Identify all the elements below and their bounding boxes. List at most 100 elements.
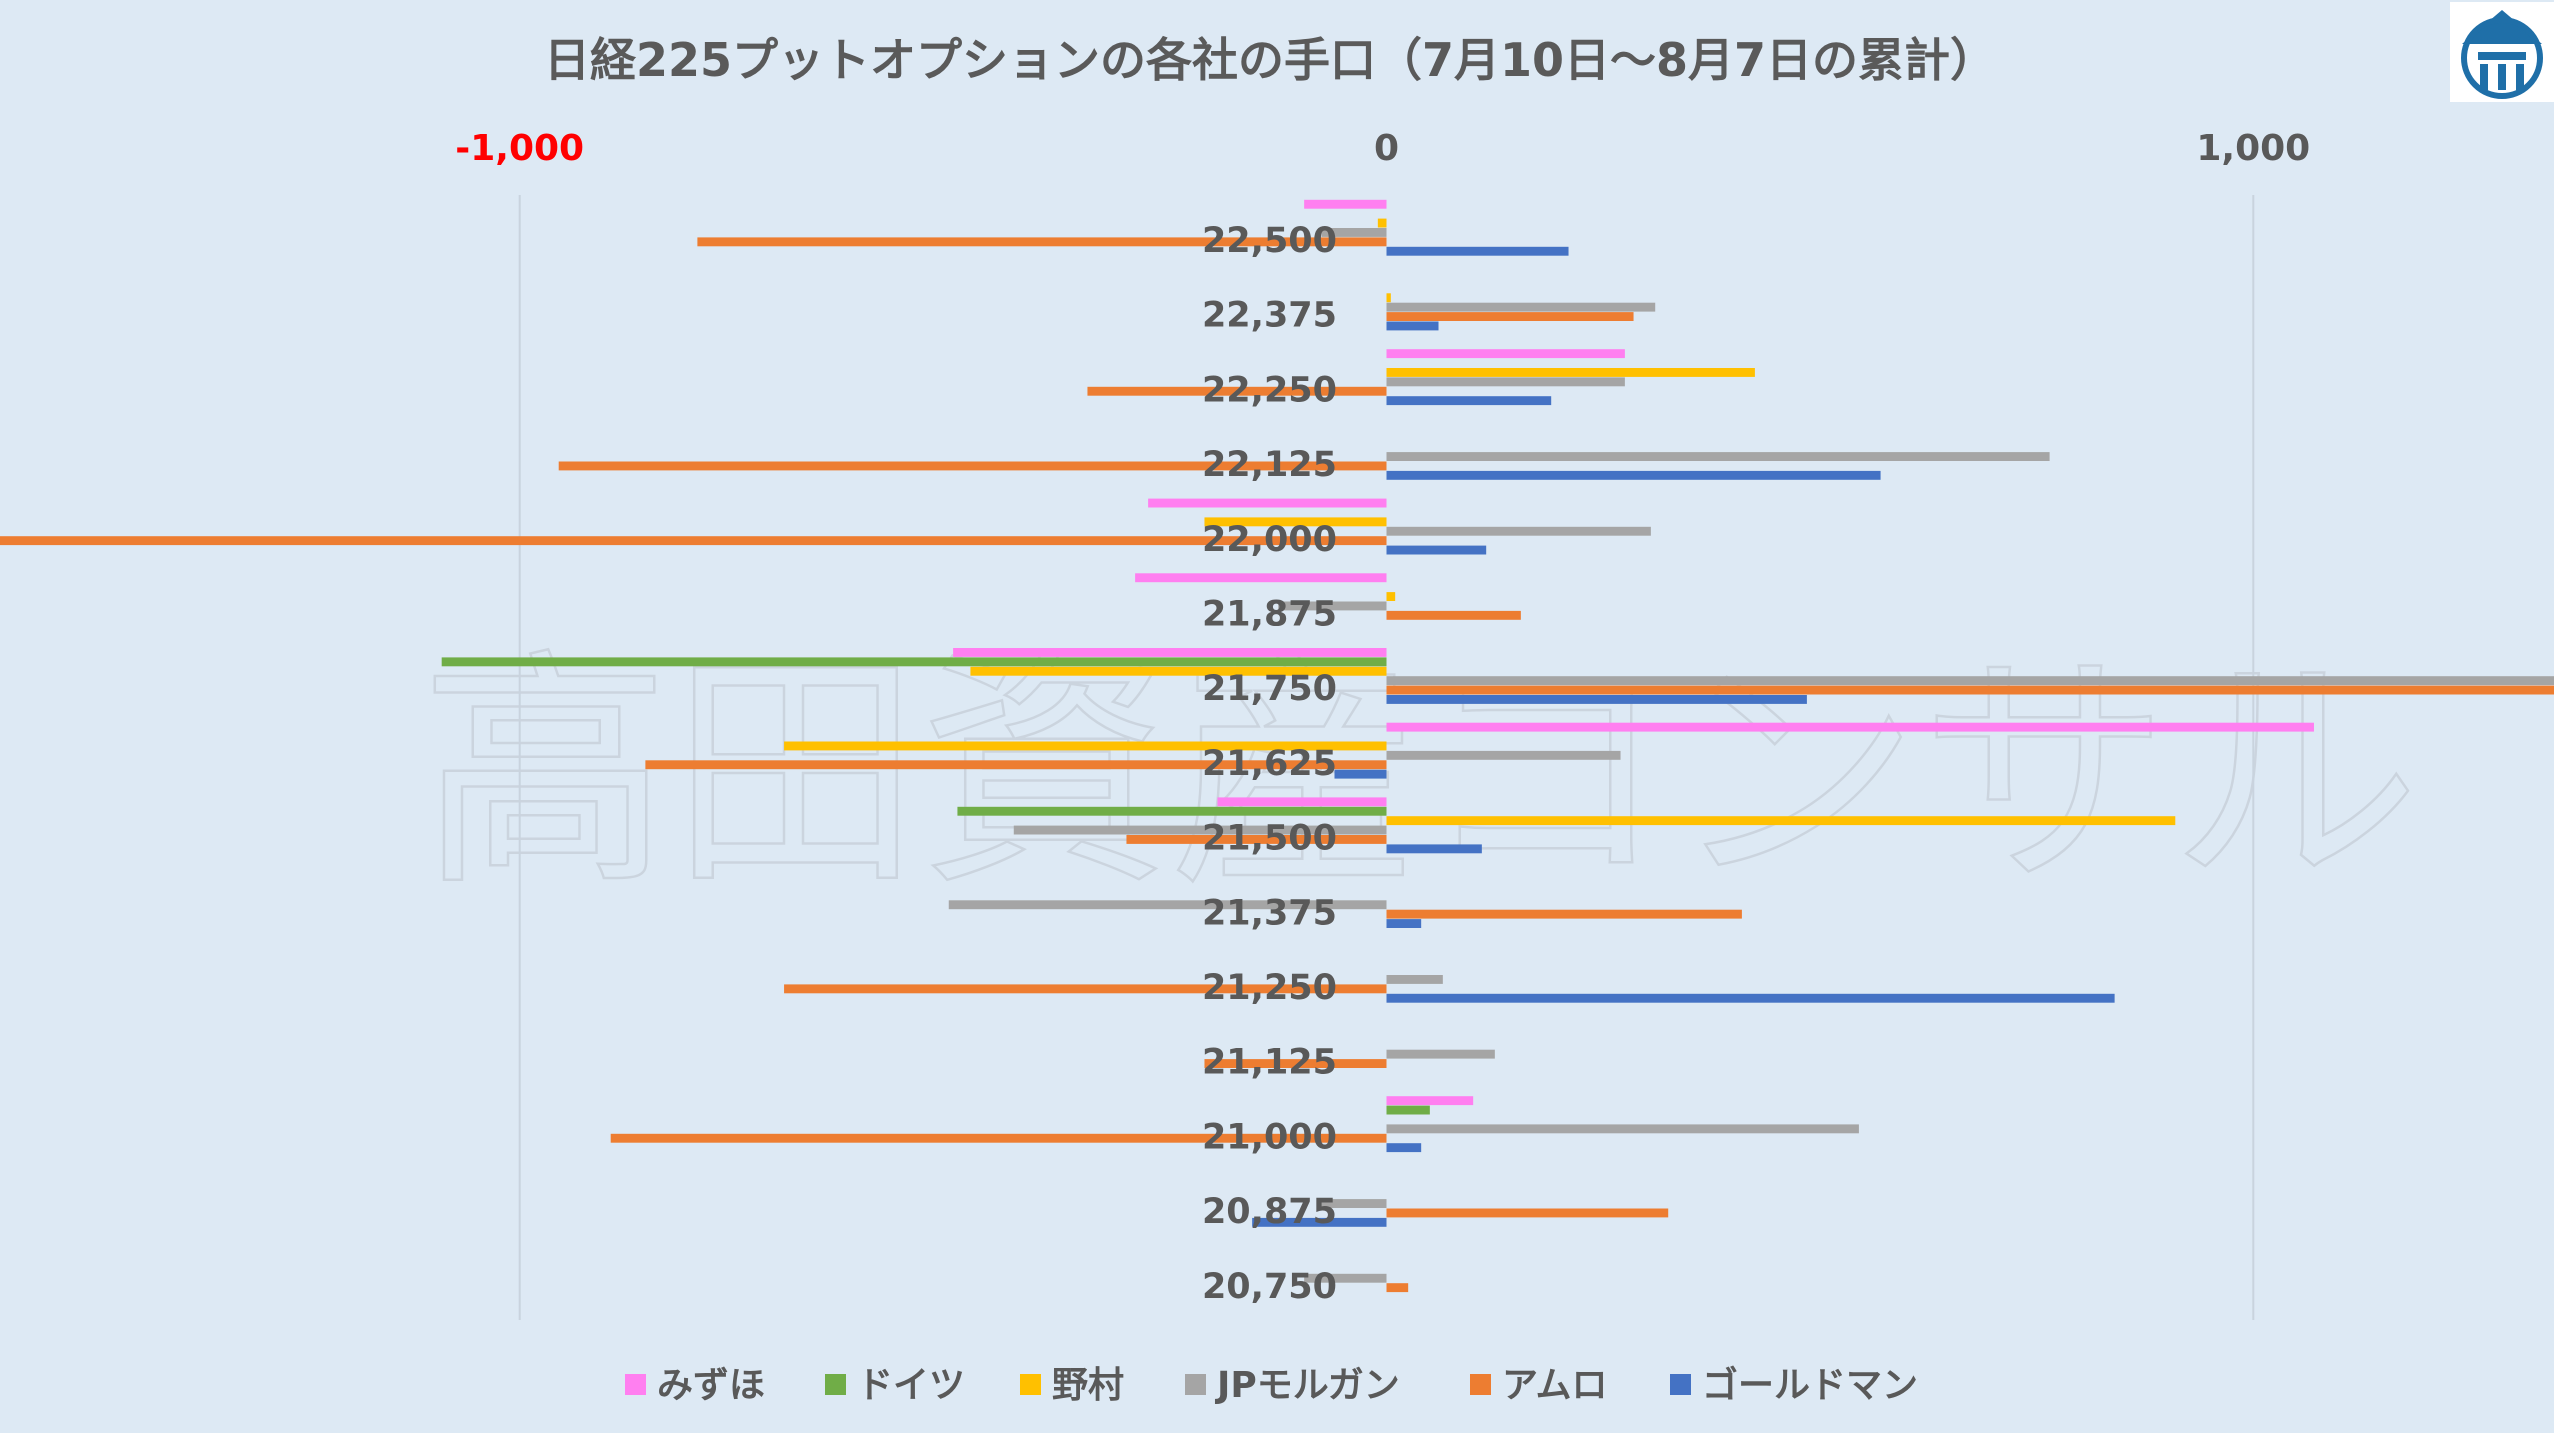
y-tick-label: 22,000 [1202, 520, 1337, 560]
bar [957, 806, 1387, 816]
legend-label: 野村 [1052, 1365, 1124, 1406]
y-tick-label: 20,875 [1202, 1192, 1337, 1232]
bar [1148, 498, 1387, 508]
bar [1386, 909, 1742, 919]
bar [1252, 1217, 1387, 1227]
bar [1377, 218, 1387, 228]
bar [1278, 601, 1387, 611]
x-tick-label: -1,000 [455, 128, 584, 169]
bar [1304, 1273, 1387, 1283]
y-tick-label: 22,375 [1202, 296, 1337, 336]
bar [1386, 349, 1625, 359]
y-tick-label: 21,750 [1202, 669, 1337, 709]
legend-swatch [1670, 1374, 1691, 1395]
y-tick-label: 21,000 [1202, 1117, 1337, 1157]
bar [1013, 825, 1387, 835]
bar [948, 900, 1387, 910]
legend-swatch [1020, 1374, 1041, 1395]
legend-label: ゴールドマン [1702, 1364, 1918, 1406]
bar [1386, 919, 1422, 928]
y-axis-ticks: 22,500 22,375 22,250 22,125 22,000 21,875 21,7… [1202, 221, 1337, 1307]
bar [1217, 797, 1387, 807]
bar [610, 1133, 1387, 1143]
chart-title: 日経225プットオプションの各社の手口（7月10日～8月7日の累計） [544, 33, 1996, 87]
bar [1386, 312, 1634, 321]
legend-swatch [625, 1374, 646, 1395]
legend-label: JPモルガン [1214, 1365, 1400, 1406]
y-tick-label: 21,875 [1202, 595, 1337, 635]
bar [1386, 545, 1487, 555]
bar [1386, 470, 1881, 480]
legend-label: アムロ [1502, 1365, 1607, 1406]
bar [1386, 685, 2554, 695]
bar [1386, 246, 1569, 256]
y-tick-label: 22,125 [1202, 445, 1337, 485]
bar [1386, 452, 2050, 461]
bar [1386, 321, 1439, 331]
logo-icon [2450, 2, 2554, 102]
bar [1334, 769, 1387, 779]
bar [1386, 293, 1391, 303]
bar [1386, 1124, 1859, 1134]
x-tick-label: 0 [1374, 128, 1399, 169]
bar [1386, 816, 2176, 826]
y-tick-label: 21,375 [1202, 893, 1337, 933]
bar [1386, 1105, 1430, 1115]
legend-swatch [825, 1374, 846, 1395]
bar [441, 657, 1387, 667]
bars [0, 199, 2554, 1293]
bar [1386, 975, 1443, 984]
legend: みずほ ドイツ 野村 JPモルガン アムロ ゴールドマン [625, 1364, 1918, 1406]
bar [1386, 676, 2554, 686]
bar [1304, 199, 1387, 209]
bar [953, 648, 1387, 657]
bar [1386, 1049, 1495, 1059]
legend-label: ドイツ [857, 1365, 965, 1406]
bar [1386, 368, 1755, 377]
bar [970, 666, 1387, 676]
bar [1204, 1059, 1387, 1068]
legend-label: みずほ [657, 1365, 765, 1406]
bar [1386, 526, 1651, 536]
bar [784, 984, 1387, 994]
bar [697, 237, 1387, 247]
legend-swatch [1470, 1374, 1491, 1395]
y-tick-label: 21,500 [1202, 819, 1337, 859]
y-tick-label: 20,750 [1202, 1267, 1337, 1307]
bar [1386, 1208, 1669, 1218]
watermark: 高田資産コンサル [420, 628, 2420, 919]
y-tick-label: 21,250 [1202, 968, 1337, 1008]
bar [1135, 573, 1387, 583]
bar [645, 760, 1387, 770]
bar [1321, 1199, 1387, 1208]
bar [1386, 377, 1625, 387]
bar [1087, 386, 1387, 396]
legend-swatch [1185, 1374, 1206, 1395]
bar [1386, 302, 1656, 312]
x-tick-label: 1,000 [2196, 128, 2310, 169]
bar [1386, 695, 1807, 704]
bar [1386, 722, 2314, 732]
y-tick-label: 21,125 [1202, 1043, 1337, 1083]
bar [1386, 993, 2115, 1003]
gridlines [518, 195, 2255, 1320]
bar [1321, 228, 1387, 237]
bar [0, 536, 1387, 546]
bar [1386, 396, 1552, 406]
bar [1386, 610, 1521, 620]
bar [1386, 1096, 1474, 1106]
bar [1386, 844, 1482, 854]
y-tick-label: 22,500 [1202, 221, 1337, 261]
y-tick-label: 21,625 [1202, 744, 1337, 784]
bar [558, 461, 1387, 471]
bar [1386, 750, 1621, 760]
bar [1126, 835, 1387, 844]
bar [1386, 592, 1396, 601]
bar [1204, 517, 1387, 527]
bar [1386, 1283, 1409, 1293]
bar [784, 741, 1387, 751]
y-tick-label: 22,250 [1202, 370, 1337, 410]
bar [1386, 1143, 1422, 1153]
